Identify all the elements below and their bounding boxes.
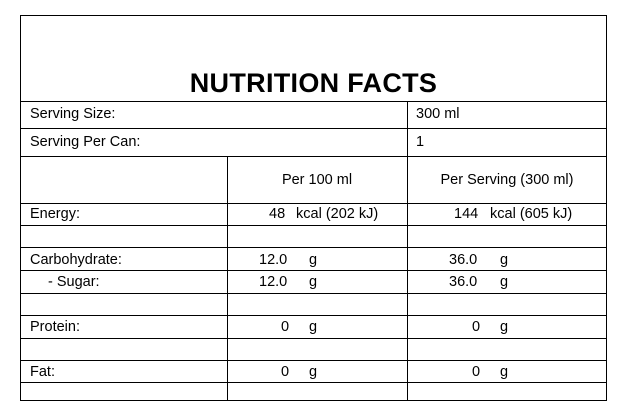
carbohydrate-serving-unit: g xyxy=(500,252,509,268)
protein-label: Protein: xyxy=(30,319,80,335)
column-divider xyxy=(407,101,408,401)
energy-per100-unit: kcal (202 kJ) xyxy=(296,206,379,222)
carbohydrate-per100-unit: g xyxy=(309,252,318,268)
column-header-per-serving: Per Serving (300 ml) xyxy=(440,172,574,188)
serving-size-label: Serving Size: xyxy=(30,106,116,122)
carbohydrate-per100-value: 12.0 xyxy=(259,252,288,268)
title-area: NUTRITION FACTS xyxy=(21,16,606,101)
energy-per100-value: 48 xyxy=(269,206,286,222)
sugar-per100-value: 12.0 xyxy=(259,274,288,290)
divider xyxy=(21,203,606,204)
fat-per100-unit: g xyxy=(309,364,318,380)
energy-serving-unit: kcal (605 kJ) xyxy=(490,206,573,222)
serving-per-can-label: Serving Per Can: xyxy=(30,134,141,150)
sugar-label: - Sugar: xyxy=(48,274,100,290)
table-title: NUTRITION FACTS xyxy=(189,68,438,98)
sugar-per100-unit: g xyxy=(309,274,318,290)
energy-label: Energy: xyxy=(30,206,80,222)
divider xyxy=(21,293,606,294)
column-header-per-100ml: Per 100 ml xyxy=(281,172,353,188)
divider xyxy=(21,247,606,248)
divider xyxy=(21,101,606,102)
column-divider xyxy=(227,156,228,401)
divider xyxy=(21,382,606,383)
protein-per100-unit: g xyxy=(309,319,318,335)
fat-serving-value: 0 xyxy=(472,364,481,380)
serving-size-value: 300 ml xyxy=(416,106,460,122)
divider xyxy=(21,128,606,129)
fat-per100-value: 0 xyxy=(281,364,290,380)
sugar-serving-unit: g xyxy=(500,274,509,290)
divider xyxy=(21,360,606,361)
protein-serving-unit: g xyxy=(500,319,509,335)
protein-serving-value: 0 xyxy=(472,319,481,335)
protein-per100-value: 0 xyxy=(281,319,290,335)
fat-label: Fat: xyxy=(30,364,55,380)
carbohydrate-serving-value: 36.0 xyxy=(449,252,478,268)
divider xyxy=(21,315,606,316)
divider xyxy=(21,270,606,271)
sugar-serving-value: 36.0 xyxy=(449,274,478,290)
divider xyxy=(21,338,606,339)
nutrition-facts-table: NUTRITION FACTS Serving Size: 300 ml Ser… xyxy=(20,15,607,401)
fat-serving-unit: g xyxy=(500,364,509,380)
divider xyxy=(21,225,606,226)
serving-per-can-value: 1 xyxy=(416,134,425,150)
carbohydrate-label: Carbohydrate: xyxy=(30,252,122,268)
energy-serving-value: 144 xyxy=(454,206,479,222)
divider xyxy=(21,156,606,157)
